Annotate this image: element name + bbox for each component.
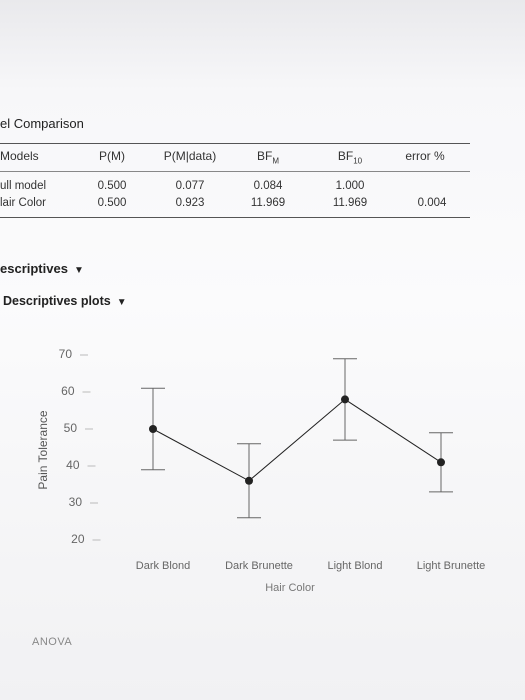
mean-point bbox=[149, 425, 157, 433]
header-text: Models bbox=[0, 149, 39, 163]
column-header: error % bbox=[405, 149, 444, 163]
table-cell: 0.077 bbox=[175, 180, 205, 192]
x-tick-label: Dark Brunette bbox=[225, 560, 293, 572]
table-cell: 11.969 bbox=[332, 197, 368, 209]
section-header[interactable]: Descriptives plots ▼ bbox=[3, 294, 127, 308]
y-tick-label: 70 bbox=[59, 347, 73, 361]
x-tick-label: Light Blond bbox=[327, 560, 382, 572]
table-cell: ull model bbox=[0, 180, 47, 192]
x-tick-label: Dark Blond bbox=[136, 560, 190, 572]
section-title: Descriptives plots bbox=[3, 294, 111, 308]
table-cell: 1.000 bbox=[335, 180, 365, 192]
x-tick-label: Light Brunette bbox=[417, 560, 486, 572]
y-tick-label: 20 bbox=[71, 532, 85, 546]
header-text: BF bbox=[256, 149, 273, 163]
y-tick-label: 30 bbox=[69, 495, 83, 509]
y-axis-title: Pain Tolerance bbox=[36, 410, 50, 489]
table-title: el Comparison bbox=[0, 116, 84, 131]
column-header: P(M|data) bbox=[164, 149, 216, 163]
y-tick-label: 60 bbox=[61, 384, 75, 398]
table-rule bbox=[0, 143, 470, 144]
table-cell: 0.500 bbox=[97, 197, 127, 209]
y-tick-label: 50 bbox=[64, 421, 78, 435]
mean-point bbox=[341, 395, 349, 404]
table-cell: 0.500 bbox=[97, 180, 127, 192]
header-subscript: 10 bbox=[353, 156, 363, 166]
table-rule bbox=[0, 217, 470, 218]
table-cell: lair Color bbox=[0, 197, 47, 209]
table-cell: 11.969 bbox=[250, 197, 286, 209]
mean-line bbox=[152, 398, 442, 482]
column-header: BF10 bbox=[338, 149, 362, 165]
x-axis-title: Hair Color bbox=[265, 582, 315, 594]
section-header[interactable]: escriptives ▼ bbox=[0, 261, 84, 276]
header-subscript: M bbox=[272, 156, 280, 166]
column-header: BFM bbox=[257, 149, 279, 165]
header-text: P(M) bbox=[99, 149, 125, 163]
table-cell: 0.084 bbox=[253, 180, 283, 192]
table-cell: 0.004 bbox=[417, 197, 447, 209]
table-rule bbox=[0, 171, 470, 172]
column-header: Models bbox=[0, 149, 39, 163]
section-title: escriptives bbox=[0, 261, 68, 276]
column-header: P(M) bbox=[99, 149, 125, 163]
table-cell: 0.923 bbox=[175, 197, 205, 209]
mean-point bbox=[437, 458, 445, 467]
header-text: BF bbox=[337, 149, 354, 163]
mean-point bbox=[245, 476, 253, 485]
header-text: P(M|data) bbox=[163, 149, 217, 163]
section-title: ANOVA bbox=[32, 636, 73, 648]
header-text: error % bbox=[405, 149, 445, 163]
y-tick-label: 40 bbox=[66, 458, 80, 472]
